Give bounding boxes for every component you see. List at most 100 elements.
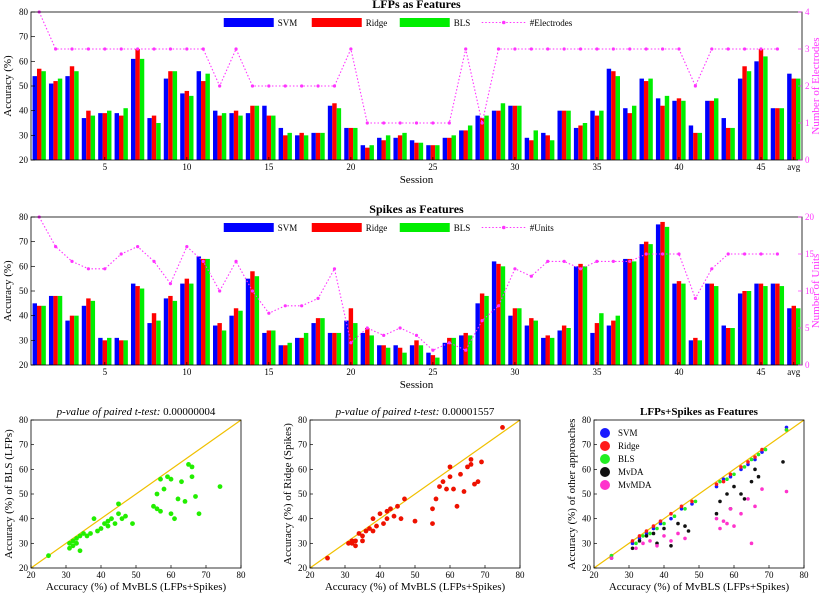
data-point <box>468 462 474 467</box>
line-marker <box>546 259 550 263</box>
data-point-mvmda <box>746 497 750 501</box>
bar-ridge <box>545 135 550 160</box>
spikes-bar-chart: Spikes as Features 20 30 40 50 60 70 80 0 5 10 15 20… <box>2 202 822 391</box>
bar-svm <box>524 137 530 160</box>
bar-svm <box>213 325 218 365</box>
legend-marker <box>501 225 506 230</box>
data-point-bls <box>634 541 638 546</box>
bar-svm <box>147 323 152 365</box>
line-marker <box>234 47 238 51</box>
bar-svm <box>672 283 677 365</box>
data-point-ridge <box>669 511 673 516</box>
data-point <box>165 474 170 480</box>
bar-bls <box>303 135 309 160</box>
data-point-mvmda <box>676 531 680 536</box>
data-point <box>475 479 481 485</box>
bar-ridge <box>86 298 91 365</box>
bar-ridge <box>217 323 222 365</box>
bar-ridge <box>742 291 747 365</box>
bar-ridge <box>545 335 550 365</box>
legend-label-svm: SVM <box>618 428 638 438</box>
data-point-mvda <box>630 546 635 551</box>
pvalue-caption: p-value of paired t-test: <box>56 406 164 418</box>
bar-svm <box>688 340 694 365</box>
line-marker <box>677 252 681 256</box>
bar-svm <box>721 325 726 365</box>
bar-ridge <box>594 323 600 365</box>
data-point-bls <box>655 526 659 531</box>
bar-ridge <box>168 71 173 160</box>
legend-marker-mvda <box>600 467 610 477</box>
chart-title: LFPs+Spikes as Features <box>640 406 759 418</box>
data-point <box>77 533 83 539</box>
line-marker <box>513 267 517 271</box>
data-point-bls <box>662 521 666 526</box>
x-tick-label: 50 <box>411 570 421 580</box>
data-point-mvda <box>676 521 680 526</box>
bar-bls <box>435 357 440 365</box>
data-point-mvda <box>644 534 649 538</box>
data-point-mvmda <box>634 546 638 551</box>
y-tick-label: 30 <box>298 538 308 548</box>
data-point <box>465 464 470 470</box>
data-point <box>433 496 439 502</box>
bar-bls <box>172 300 178 365</box>
bar-bls <box>467 335 473 365</box>
x-tick-label: 35 <box>592 162 602 172</box>
bar-svm <box>655 98 661 160</box>
x-tick-label: 40 <box>376 570 386 580</box>
data-point-mvda <box>781 460 785 464</box>
data-point <box>374 523 379 529</box>
identity-line <box>30 419 242 569</box>
line-marker <box>300 84 304 88</box>
data-point-mvmda <box>683 536 687 541</box>
line-marker <box>332 84 337 88</box>
bar-ridge <box>742 66 747 160</box>
y-tick-label: 40 <box>19 311 29 321</box>
bar-bls <box>254 105 260 160</box>
y-tick-label: 80 <box>19 7 29 17</box>
x-tick-label: 10 <box>182 162 192 172</box>
bar-bls <box>287 342 292 365</box>
bar-svm <box>770 108 776 160</box>
y-tick-label: 20 <box>19 155 29 165</box>
bar-bls <box>435 145 440 160</box>
data-point <box>447 464 453 470</box>
y-tick-label: 50 <box>19 489 29 499</box>
bar-svm <box>32 303 37 365</box>
plot-frame <box>30 11 803 161</box>
bar-ridge <box>775 283 780 365</box>
bar-ridge <box>496 263 501 365</box>
data-point <box>468 457 474 462</box>
y-tick-label: 60 <box>19 56 29 66</box>
x-tick-label: 80 <box>237 570 247 580</box>
bar-ridge <box>348 127 354 160</box>
bar-svm <box>278 345 284 365</box>
line-marker <box>152 47 156 51</box>
bar-svm <box>114 113 120 160</box>
line-n-electrodes <box>38 11 778 124</box>
x-tick-label: avg <box>787 367 800 377</box>
x-tick-label: 35 <box>592 367 602 377</box>
bar-svm <box>213 110 218 160</box>
bar-svm <box>787 73 792 160</box>
y-tick-label: 50 <box>298 489 308 499</box>
data-point <box>182 499 188 504</box>
bar-ridge <box>709 100 714 160</box>
bar-bls <box>172 71 178 160</box>
legend-label-mvmda: MvMDA <box>618 480 652 490</box>
y-tick-label: 20 <box>298 563 308 573</box>
x-tick-label: 60 <box>167 570 177 580</box>
bar-bls <box>648 244 653 365</box>
bar-ridge <box>102 340 108 365</box>
y-tick-label: 70 <box>582 440 592 450</box>
data-point <box>84 533 90 539</box>
bar-ridge <box>266 115 272 160</box>
bar-bls <box>107 110 112 160</box>
bar-bls <box>41 71 46 160</box>
data-point <box>119 516 125 522</box>
data-point-mvda <box>742 497 747 501</box>
bar-ridge <box>512 308 518 365</box>
